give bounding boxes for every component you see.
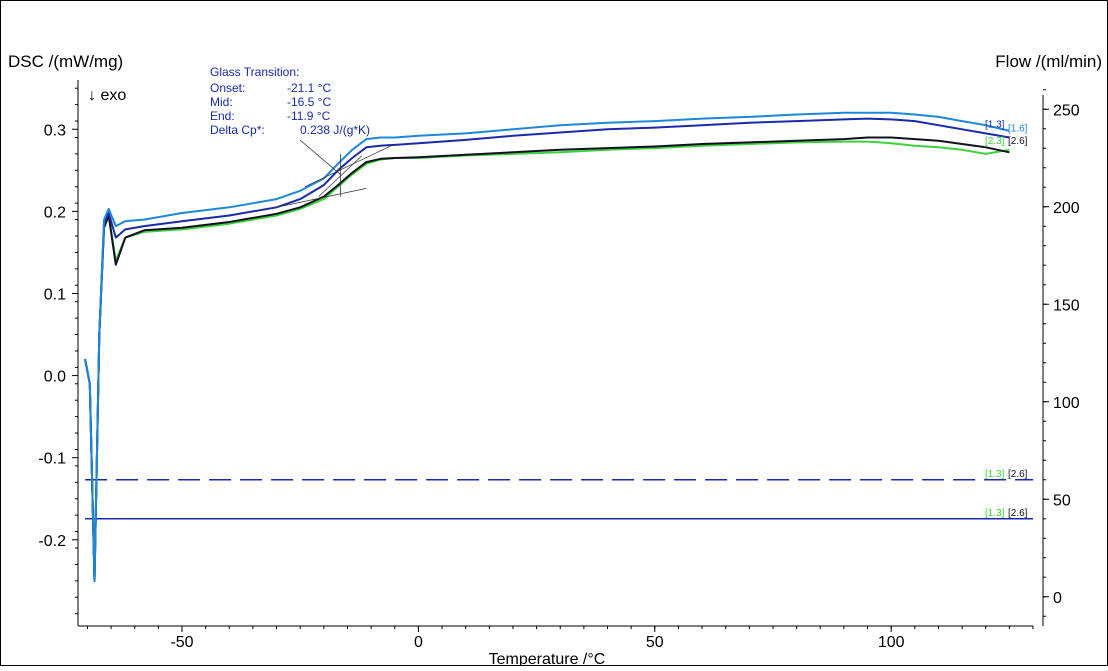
y-right-tick-label: 200 [1053,200,1080,217]
flow-lines: [1.3] [2.6][1.3] [2.6] [85,469,1033,520]
x-tick-label: 50 [646,634,664,651]
annotation-row-label: Delta Cp*: [210,123,265,137]
annotation-baseline-tangent [276,188,367,208]
y-right-axis-label: Flow /(ml/min) [995,52,1102,71]
series-end-label: [2.3] [985,136,1005,147]
axes: 0.3 0.2 0.1 0.0 -0.1 -0.2 250 200 150 100 50 0 -50 0 5… [38,80,1080,651]
series-end-label: [2.6] [1008,136,1028,147]
y-right-tick-label: 0 [1053,590,1062,607]
annotation-row-label: Mid: [210,95,233,109]
annotation-row-value: 0.238 J/(g*K) [300,123,370,137]
annotation-row-label: Onset: [210,81,245,95]
annotation-row-value: -16.5 °C [287,95,331,109]
y-right-tick-label: 250 [1053,102,1080,119]
dsc-series-line [84,136,1010,582]
x-tick-label: 0 [414,634,423,651]
annotation-row-label: End: [210,109,235,123]
flow-line-label: [1.3] [985,469,1005,480]
dsc-curves [84,111,1010,582]
annotation-title: Glass Transition: [210,65,299,79]
annotation-inflection-tangent [304,143,395,188]
y-right-tick-label: 150 [1053,297,1080,314]
annotation-row-value: -11.9 °C [287,109,331,123]
x-tick-label: 100 [878,634,905,651]
y-left-tick-label: -0.2 [38,533,66,550]
annotation-row-value: -21.1 °C [287,81,331,95]
y-right-tick-label: 100 [1053,395,1080,412]
annotation-step-line [318,155,363,197]
dsc-series-line [84,117,1010,582]
series-end-labels: [1.3] [1.6][2.3] [2.6] [985,120,1028,147]
series-end-label: [1.6] [1008,124,1028,135]
flow-line-label: [1.3] [985,508,1005,519]
series-end-label: [1.3] [985,120,1005,131]
y-left-tick-label: -0.1 [38,451,66,468]
y-left-axis-label: DSC /(mW/mg) [8,52,123,71]
glass-transition-annotation: Glass Transition: Onset: -21.1 °C Mid: -16.5… [210,65,395,208]
y-left-tick-label: 0.0 [44,369,66,386]
exo-direction-label: ↓ exo [88,87,126,104]
x-axis-label: Temperature /°C [489,651,606,666]
y-right-tick-label: 50 [1053,492,1071,509]
y-left-tick-label: 0.3 [44,122,66,139]
x-tick-label: -50 [170,634,193,651]
y-left-tick-label: 0.2 [44,204,66,221]
dsc-series-line [84,111,1010,582]
flow-line-label: [2.6] [1008,508,1028,519]
y-left-tick-label: 0.1 [44,286,66,303]
flow-line-label: [2.6] [1008,469,1028,480]
annotation-leader-line [299,139,341,175]
